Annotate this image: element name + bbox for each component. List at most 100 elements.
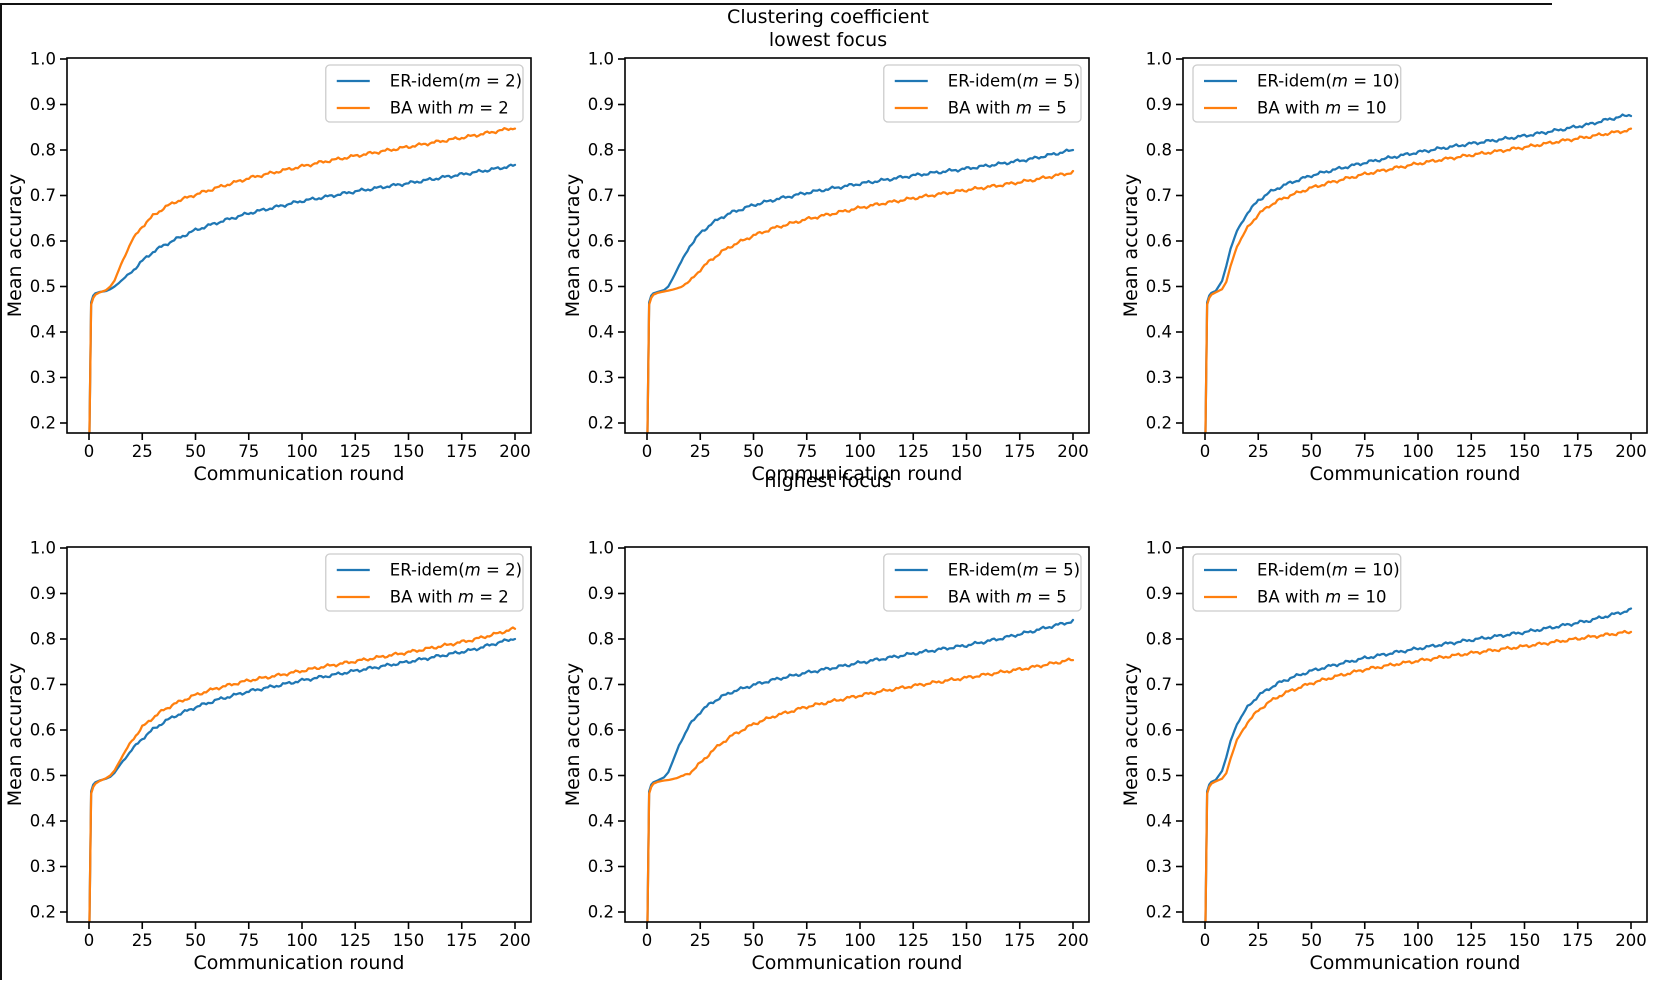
subplot-svg-3: 0.2 0.3 0.4 0.5 0.6 0.7 0.8 0.9 1.0 0 25 50 75 100 125…: [1120, 50, 1648, 485]
x-axis-label: Communication round: [1310, 463, 1521, 485]
x-tick-label: 25: [690, 442, 711, 461]
y-tick-label: 0.9: [588, 95, 614, 114]
legend: ER-idem(m = 5) BA with m = 5: [883, 64, 1082, 123]
y-tick-label: 0.6: [1146, 232, 1172, 251]
er-idem-line: [1204, 607, 1633, 922]
subplot-lowest-col1: 0.2 0.3 0.4 0.5 0.6 0.7 0.8 0.9 1.0 0 25 50 75 100 125…: [0, 0, 552, 490]
y-tick-label: 0.8: [30, 141, 56, 160]
x-tick-label: 125: [340, 931, 372, 950]
y-tick-label: 0.4: [588, 812, 614, 831]
y-axis-label: Mean accuracy: [4, 174, 26, 318]
legend: ER-idem(m = 10) BA with m = 10: [1192, 64, 1402, 123]
legend-box: [883, 64, 1082, 123]
x-tick-label: 100: [1402, 442, 1434, 461]
er-idem-line: [88, 163, 517, 433]
y-tick-label: 0.2: [588, 903, 614, 922]
y-tick-label: 0.5: [1146, 766, 1172, 785]
x-tick-label: 125: [1456, 442, 1488, 461]
x-tick-label: 0: [84, 442, 95, 461]
y-tick-label: 0.6: [588, 232, 614, 251]
y-axis-label: Mean accuracy: [1120, 663, 1142, 807]
y-tick-label: 0.2: [30, 414, 56, 433]
y-tick-label: 1.0: [588, 50, 614, 69]
y-tick-label: 0.3: [30, 857, 56, 876]
axes-spines: [1182, 546, 1648, 923]
x-tick-label: 175: [1004, 442, 1036, 461]
y-tick-label: 0.8: [1146, 630, 1172, 649]
x-tick-label: 0: [1200, 931, 1211, 950]
x-tick-label: 0: [84, 931, 95, 950]
legend-box: [1192, 64, 1402, 123]
subplot-highest-col1: 0.2 0.3 0.4 0.5 0.6 0.7 0.8 0.9 1.0 0 25 50 75 100 125…: [0, 489, 552, 979]
y-tick-label: 0.4: [1146, 812, 1172, 831]
x-axis-label: Communication round: [194, 952, 405, 974]
legend-label: BA with m = 2: [390, 99, 509, 118]
y-tick-label: 0.7: [1146, 186, 1172, 205]
y-tick-label: 0.7: [1146, 675, 1172, 694]
x-tick-label: 0: [642, 442, 653, 461]
x-tick-label: 175: [1562, 931, 1594, 950]
x-tick-label: 100: [1402, 931, 1434, 950]
x-tick-label: 125: [898, 931, 930, 950]
subplot-svg-4: 0.2 0.3 0.4 0.5 0.6 0.7 0.8 0.9 1.0 0 25 50 75 100 125…: [4, 539, 532, 974]
y-axis-label: Mean accuracy: [562, 663, 584, 807]
y-tick-label: 0.9: [588, 584, 614, 603]
y-tick-label: 1.0: [1146, 50, 1172, 69]
legend-box: [1192, 553, 1402, 612]
legend-label: ER-idem(m = 5): [948, 72, 1080, 91]
x-tick-label: 175: [446, 442, 478, 461]
x-tick-label: 150: [951, 931, 983, 950]
x-tick-label: 75: [238, 442, 259, 461]
subplot-svg-1: 0.2 0.3 0.4 0.5 0.6 0.7 0.8 0.9 1.0 0 25 50 75 100 125…: [4, 50, 532, 485]
y-tick-label: 0.3: [588, 368, 614, 387]
ba-line: [88, 127, 517, 433]
x-tick-label: 25: [690, 931, 711, 950]
x-axis-label: Communication round: [194, 463, 405, 485]
y-tick-label: 0.8: [1146, 141, 1172, 160]
x-tick-label: 175: [446, 931, 478, 950]
legend-label: ER-idem(m = 10): [1257, 72, 1400, 91]
x-tick-label: 200: [1615, 931, 1647, 950]
x-tick-label: 150: [393, 931, 425, 950]
axes-spines: [624, 546, 1090, 923]
x-tick-label: 25: [1248, 442, 1269, 461]
x-tick-label: 150: [393, 442, 425, 461]
legend-label: BA with m = 2: [390, 588, 509, 607]
y-tick-label: 0.6: [30, 232, 56, 251]
x-tick-label: 75: [1354, 442, 1375, 461]
x-tick-label: 100: [844, 931, 876, 950]
legend: ER-idem(m = 5) BA with m = 5: [883, 553, 1082, 612]
subplot-svg-2: 0.2 0.3 0.4 0.5 0.6 0.7 0.8 0.9 1.0 0 25 50 75 100 125…: [562, 50, 1090, 485]
x-tick-label: 50: [1301, 442, 1322, 461]
x-tick-label: 200: [499, 931, 531, 950]
y-tick-label: 0.2: [30, 903, 56, 922]
legend-label: BA with m = 5: [948, 99, 1067, 118]
y-tick-label: 0.5: [588, 277, 614, 296]
y-tick-label: 0.4: [1146, 323, 1172, 342]
er-idem-line: [88, 637, 517, 922]
y-tick-label: 0.8: [30, 630, 56, 649]
subplot-highest-col2: 0.2 0.3 0.4 0.5 0.6 0.7 0.8 0.9 1.0 0 25 50 75 100 125…: [558, 489, 1110, 979]
y-tick-label: 0.6: [588, 721, 614, 740]
subplot-lowest-col2: 0.2 0.3 0.4 0.5 0.6 0.7 0.8 0.9 1.0 0 25 50 75 100 125…: [558, 0, 1110, 490]
row-title-highest-focus: highest focus: [764, 470, 892, 492]
x-axis-label: Communication round: [752, 952, 963, 974]
x-tick-label: 200: [1057, 931, 1089, 950]
subplot-lowest-col3: 0.2 0.3 0.4 0.5 0.6 0.7 0.8 0.9 1.0 0 25 50 75 100 125…: [1116, 0, 1656, 490]
x-tick-label: 75: [796, 931, 817, 950]
y-tick-label: 0.4: [30, 323, 56, 342]
legend-box: [325, 64, 524, 123]
legend-label: ER-idem(m = 10): [1257, 561, 1400, 580]
x-tick-label: 25: [132, 931, 153, 950]
subplot-svg-5: 0.2 0.3 0.4 0.5 0.6 0.7 0.8 0.9 1.0 0 25 50 75 100 125…: [562, 539, 1090, 974]
x-tick-label: 50: [743, 931, 764, 950]
x-tick-label: 175: [1562, 442, 1594, 461]
row-title-lowest-focus: lowest focus: [768, 29, 888, 51]
legend-label: BA with m = 10: [1257, 588, 1387, 607]
x-tick-label: 200: [1615, 442, 1647, 461]
figure-suptitle: Clustering coefficient: [727, 6, 929, 28]
y-tick-label: 0.9: [1146, 584, 1172, 603]
x-tick-label: 150: [1509, 442, 1541, 461]
y-axis-label: Mean accuracy: [562, 174, 584, 318]
y-axis-label: Mean accuracy: [1120, 174, 1142, 318]
